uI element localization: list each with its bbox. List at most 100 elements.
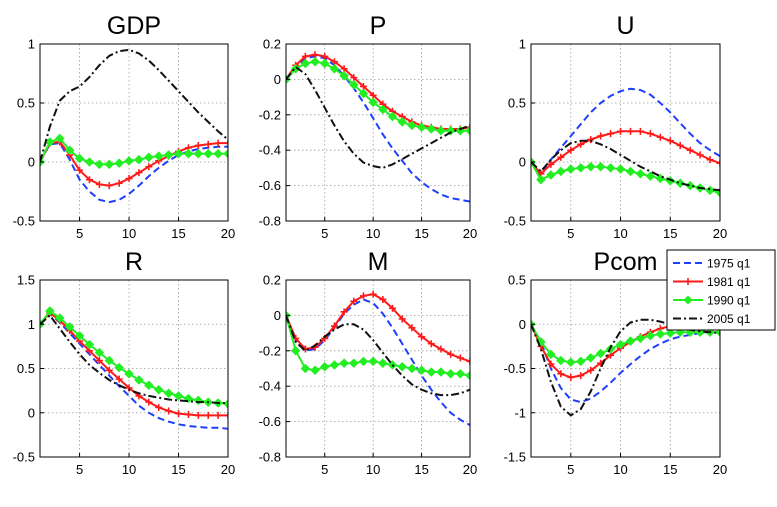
point-marker — [124, 155, 134, 166]
point-marker — [387, 111, 398, 122]
point-marker — [377, 104, 388, 115]
point-marker — [397, 117, 408, 127]
point-marker — [577, 372, 585, 380]
point-marker — [84, 339, 95, 350]
point-marker — [183, 148, 194, 159]
y-tick-label: 1 — [28, 317, 35, 332]
point-marker — [54, 133, 65, 144]
point-marker — [426, 124, 437, 134]
y-tick-label: -0.4 — [259, 379, 281, 394]
point-marker — [214, 139, 222, 147]
axes-background — [530, 43, 721, 222]
point-marker — [567, 146, 575, 154]
point-marker — [416, 122, 427, 133]
axes-border — [285, 279, 471, 458]
point-marker — [466, 123, 470, 131]
point-marker — [575, 356, 586, 367]
point-marker — [389, 304, 397, 312]
point-marker — [645, 330, 656, 341]
x-tick-label: 10 — [613, 226, 627, 241]
point-marker — [173, 391, 184, 401]
point-marker — [557, 153, 565, 161]
point-marker — [310, 365, 320, 376]
point-marker — [310, 56, 320, 67]
x-tick-label: 15 — [663, 462, 677, 477]
point-marker — [163, 150, 174, 160]
point-marker — [427, 340, 435, 348]
point-marker — [635, 168, 646, 179]
point-marker — [329, 63, 340, 74]
point-marker — [418, 333, 426, 341]
point-marker — [329, 360, 340, 370]
point-marker — [358, 356, 369, 367]
point-marker — [115, 179, 123, 187]
point-marker — [74, 153, 85, 164]
y-tick-label: -1 — [514, 405, 526, 420]
point-marker — [175, 410, 183, 418]
panel-title: GDP — [107, 12, 161, 40]
point-marker — [368, 97, 379, 108]
x-tick-label: 5 — [567, 226, 574, 241]
point-marker — [716, 159, 720, 167]
y-tick-label: 0.5 — [17, 96, 35, 111]
x-tick-label: 10 — [366, 462, 380, 477]
point-marker — [587, 136, 595, 144]
point-marker — [194, 411, 202, 419]
point-marker — [408, 324, 416, 332]
axes-background — [39, 43, 229, 222]
point-marker — [625, 166, 636, 177]
series-line-1975-q1 — [286, 55, 470, 203]
series-line-1975-q1 — [286, 298, 470, 426]
point-marker — [577, 140, 585, 148]
point-marker — [105, 182, 113, 190]
y-tick-label: -0.6 — [259, 178, 281, 193]
point-marker — [153, 384, 164, 395]
point-marker — [224, 139, 228, 147]
point-marker — [398, 315, 406, 323]
point-marker — [626, 127, 634, 135]
y-tick-label: 0.5 — [508, 96, 526, 111]
point-marker — [350, 297, 358, 305]
panel-title: Pcom — [594, 248, 658, 276]
point-marker — [397, 361, 408, 372]
point-marker — [104, 159, 115, 170]
series-line-1981-q1 — [286, 293, 470, 363]
legend-entry: 2005 q1 — [673, 312, 751, 326]
point-marker — [104, 355, 115, 366]
point-marker — [617, 127, 625, 135]
point-marker — [74, 330, 85, 341]
y-tick-label: 0.5 — [508, 273, 526, 288]
y-tick-label: 0.5 — [17, 361, 35, 376]
legend-entry: 1981 q1 — [673, 275, 751, 289]
y-tick-label: -0.5 — [504, 361, 526, 376]
point-marker — [585, 161, 596, 172]
x-tick-label: 20 — [713, 462, 727, 477]
point-marker — [536, 174, 546, 185]
point-marker — [636, 127, 644, 135]
series-group — [286, 290, 470, 426]
point-marker — [645, 171, 656, 182]
point-marker — [348, 79, 359, 90]
series-line-1975-q1 — [40, 312, 228, 430]
point-marker — [95, 357, 103, 365]
point-marker — [84, 157, 95, 167]
legend-label: 1981 q1 — [707, 275, 751, 289]
panel-p: 5 10 15 20 -0.8 -0.6 -0.4 -0.2 0 0.2 P — [259, 12, 478, 241]
point-marker — [615, 164, 626, 174]
legend-marker — [684, 278, 692, 285]
point-marker — [94, 159, 105, 170]
point-marker — [300, 363, 311, 374]
legend-marker — [683, 295, 693, 305]
y-tick-label: 1 — [28, 37, 35, 52]
x-tick-label: 20 — [221, 226, 235, 241]
point-marker — [437, 345, 445, 353]
point-marker — [214, 411, 222, 419]
point-marker — [124, 368, 134, 379]
point-marker — [134, 375, 144, 385]
y-tick-label: 0 — [519, 155, 526, 170]
x-tick-label: 5 — [76, 226, 83, 241]
point-marker — [597, 132, 605, 140]
point-marker — [565, 357, 576, 368]
point-marker — [145, 398, 153, 406]
